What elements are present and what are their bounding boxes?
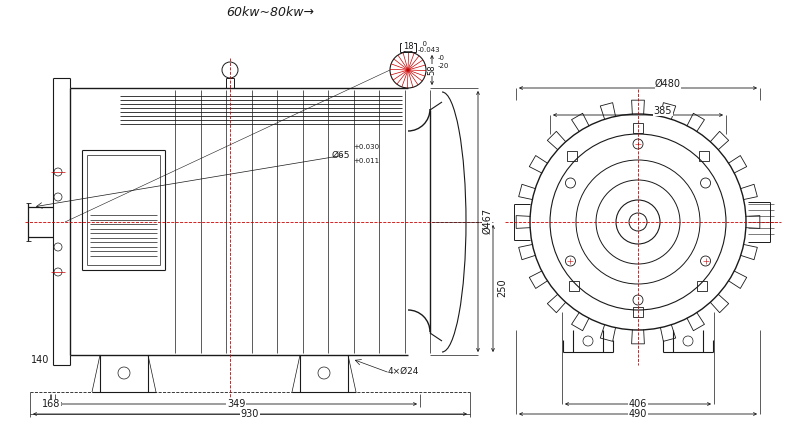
Text: +0.030: +0.030 bbox=[353, 144, 379, 150]
Bar bbox=[633, 307, 643, 317]
Text: 406: 406 bbox=[629, 399, 647, 409]
Text: Ø467: Ø467 bbox=[482, 208, 492, 234]
Bar bbox=[566, 151, 577, 160]
Text: 349: 349 bbox=[227, 399, 245, 409]
Text: Ø480: Ø480 bbox=[655, 79, 681, 89]
Text: Ø65: Ø65 bbox=[331, 150, 350, 160]
Text: 385: 385 bbox=[654, 106, 672, 116]
Text: 60kw~80kw→: 60kw~80kw→ bbox=[226, 5, 314, 19]
Text: 490: 490 bbox=[629, 409, 647, 419]
Text: 18: 18 bbox=[402, 42, 414, 51]
Text: 140: 140 bbox=[31, 355, 49, 365]
Text: 4×Ø24: 4×Ø24 bbox=[388, 366, 419, 376]
Text: 930: 930 bbox=[241, 409, 259, 419]
Text: +0.011: +0.011 bbox=[353, 158, 379, 164]
Text: 58: 58 bbox=[427, 65, 437, 75]
Bar bbox=[699, 151, 710, 160]
Bar bbox=[697, 281, 706, 291]
Bar bbox=[570, 281, 579, 291]
Text: 0
-0.043: 0 -0.043 bbox=[418, 41, 441, 53]
Text: 250: 250 bbox=[497, 279, 507, 297]
Text: 168: 168 bbox=[42, 399, 60, 409]
Text: -0
-20: -0 -20 bbox=[438, 56, 450, 69]
Bar bbox=[633, 123, 643, 133]
